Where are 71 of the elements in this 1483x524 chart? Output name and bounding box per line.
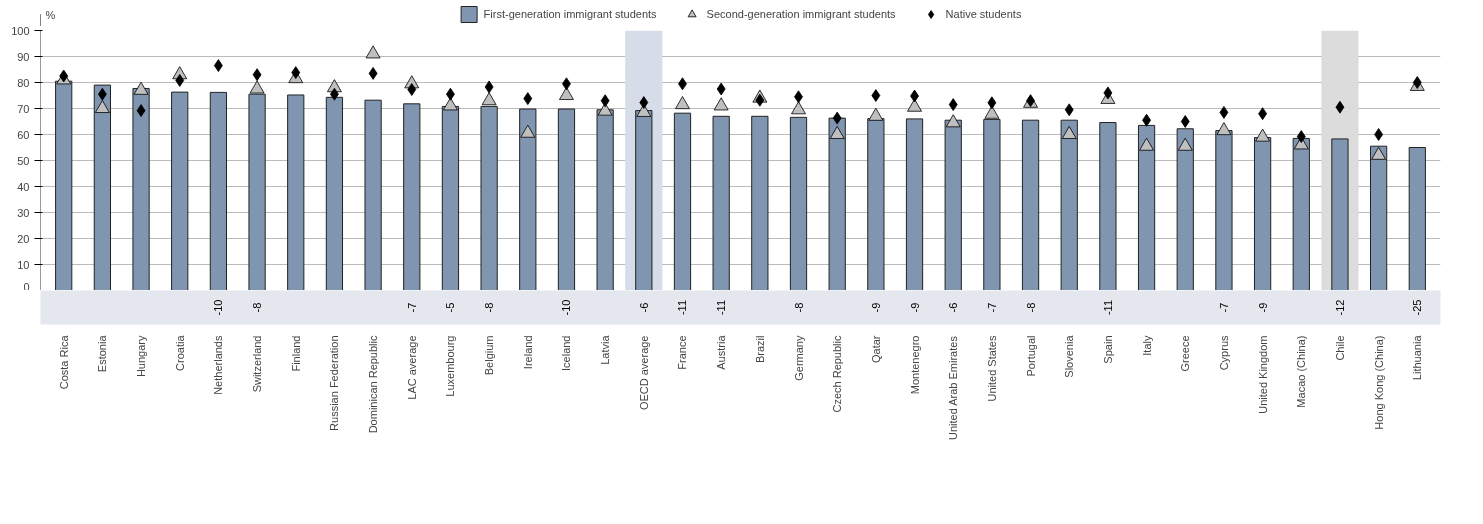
data-label: -11 (715, 299, 728, 316)
x-tick-label: Macao (China) (1295, 335, 1308, 408)
data-label: -7 (985, 302, 998, 313)
legend-label: Native students (945, 8, 1022, 20)
x-tick-label: Latvia (599, 334, 612, 365)
data-label: -9 (908, 302, 921, 313)
y-tick-label: 10 (17, 258, 30, 271)
x-tick-label: Montenegro (908, 335, 921, 395)
data-label: -10 (560, 299, 573, 316)
y-tick-label: 50 (17, 154, 30, 167)
data-label: -8 (251, 302, 264, 313)
data-label: -5 (444, 302, 457, 313)
x-tick-label: Brazil (753, 335, 766, 364)
x-tick-label: Ireland (521, 335, 534, 370)
legend-label: Second-generation immigrant students (706, 8, 896, 20)
x-tick-label: United States (985, 335, 998, 402)
data-label: -25 (1411, 299, 1424, 316)
x-tick-label: Dominican Republic (367, 335, 380, 434)
x-tick-label: Costa Rica (57, 334, 70, 390)
x-tick-label: Qatar (869, 335, 882, 364)
y-tick-label: 20 (17, 232, 30, 245)
x-tick-label: Finland (289, 335, 302, 372)
x-tick-label: Spain (1101, 335, 1114, 364)
x-tick-label: Chile (1333, 335, 1346, 361)
x-tick-label: OECD average (637, 335, 650, 411)
data-label: -6 (637, 302, 650, 313)
x-tick-label: Hong Kong (China) (1372, 335, 1385, 430)
legend-label: First-generation immigrant students (483, 8, 657, 20)
data-label: -6 (947, 302, 960, 313)
x-tick-label: Switzerland (251, 335, 264, 393)
x-tick-label: France (676, 335, 689, 370)
y-tick-label: 70 (17, 102, 30, 115)
data-label: -8 (1024, 302, 1037, 313)
data-label: -12 (1333, 299, 1346, 316)
data-label: -8 (792, 302, 805, 313)
x-tick-label: Greece (1179, 335, 1192, 372)
x-tick-label: Slovenia (1063, 334, 1076, 378)
y-tick-label: 30 (17, 206, 30, 219)
x-tick-label: Portugal (1024, 335, 1037, 377)
x-tick-label: Germany (792, 335, 805, 381)
x-tick-label: Belgium (483, 335, 496, 376)
x-tick-label: United Kingdom (1256, 335, 1269, 414)
x-tick-label: Cyprus (1217, 335, 1230, 371)
data-label: -7 (1217, 302, 1230, 313)
y-tick-label: 60 (17, 128, 30, 141)
x-tick-label: Estonia (96, 334, 109, 373)
y-tick-label: 90 (17, 50, 30, 63)
x-tick-label: Iceland (560, 335, 573, 371)
y-axis-title: % (45, 8, 56, 21)
data-label: -11 (1101, 299, 1114, 316)
data-label: -9 (869, 302, 882, 313)
x-tick-label: Netherlands (212, 335, 225, 395)
x-tick-label: Czech Republic (831, 335, 844, 413)
data-label: -10 (212, 299, 225, 316)
data-label: -7 (405, 302, 418, 313)
data-label: -8 (483, 302, 496, 313)
x-tick-label: Russian Federation (328, 335, 341, 431)
x-tick-label: Lithuania (1411, 334, 1424, 381)
y-tick-label: 100 (11, 24, 30, 37)
x-tick-label: United Arab Emirates (947, 335, 960, 441)
x-tick-label: Hungary (135, 335, 148, 378)
x-tick-label: Luxembourg (444, 335, 457, 397)
y-tick-label: 0 (23, 280, 30, 293)
y-tick-label: 40 (17, 180, 30, 193)
data-label: -11 (676, 299, 689, 316)
data-label: -9 (1256, 302, 1269, 313)
y-tick-label: 80 (17, 76, 30, 89)
x-tick-label: Croatia (173, 334, 186, 371)
x-tick-label: LAC average (405, 335, 418, 400)
x-tick-label: Italy (1140, 335, 1153, 356)
x-tick-label: Austria (715, 334, 728, 370)
